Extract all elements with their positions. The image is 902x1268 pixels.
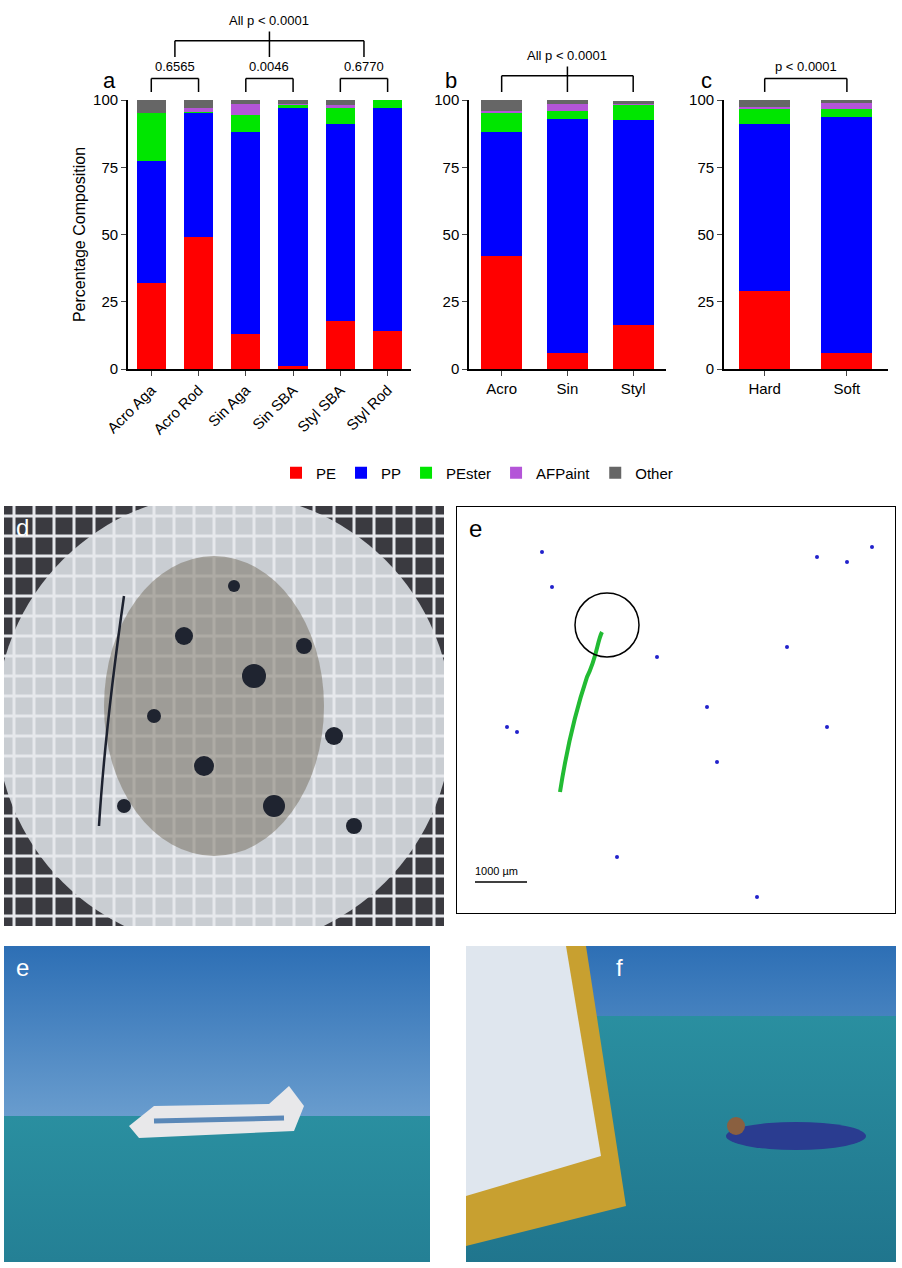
svg-text:0.6770: 0.6770 <box>344 59 384 74</box>
html-text:1000 µm: 1000 µm <box>475 865 518 877</box>
svg-text:Acro Rod: Acro Rod <box>150 381 206 437</box>
svg-text:Sin Aga: Sin Aga <box>205 381 254 430</box>
svg-text:c: c <box>701 68 712 93</box>
svg-text:PP: PP <box>381 465 401 482</box>
svg-text:Acro: Acro <box>486 380 517 397</box>
svg-text:25: 25 <box>101 293 118 310</box>
svg-text:50: 50 <box>697 226 714 243</box>
svg-text:All p < 0.0001: All p < 0.0001 <box>229 13 309 28</box>
html-text:e: e <box>16 954 30 981</box>
svg-text:p < 0.0001: p < 0.0001 <box>775 59 837 74</box>
svg-text:Hard: Hard <box>748 380 781 397</box>
svg-text:75: 75 <box>697 159 714 176</box>
svg-text:Sin SBA: Sin SBA <box>249 381 301 433</box>
svg-text:Styl: Styl <box>621 380 646 397</box>
svg-text:PE: PE <box>316 465 336 482</box>
svg-text:75: 75 <box>443 159 460 176</box>
svg-text:All p < 0.0001: All p < 0.0001 <box>527 48 607 63</box>
svg-text:0: 0 <box>706 360 714 377</box>
svg-text:Soft: Soft <box>834 380 862 397</box>
svg-text:Sin: Sin <box>557 380 579 397</box>
svg-text:25: 25 <box>697 293 714 310</box>
svg-text:AFPaint: AFPaint <box>536 465 590 482</box>
svg-text:Percentage Composition: Percentage Composition <box>71 147 88 322</box>
svg-text:b: b <box>445 68 457 93</box>
svg-text:0.0046: 0.0046 <box>249 59 289 74</box>
svg-text:100: 100 <box>434 91 459 108</box>
svg-text:Other: Other <box>635 465 673 482</box>
svg-text:Styl Rod: Styl Rod <box>343 381 395 433</box>
svg-text:Acro Aga: Acro Aga <box>104 381 160 437</box>
svg-text:75: 75 <box>101 159 118 176</box>
svg-text:50: 50 <box>101 226 118 243</box>
svg-text:50: 50 <box>443 226 460 243</box>
svg-text:PEster: PEster <box>446 465 491 482</box>
svg-text:a: a <box>103 68 116 93</box>
svg-text:Styl SBA: Styl SBA <box>294 381 348 435</box>
svg-text:100: 100 <box>689 91 714 108</box>
svg-text:25: 25 <box>443 293 460 310</box>
svg-text:100: 100 <box>93 91 118 108</box>
html-text:d: d <box>16 514 30 541</box>
svg-text:0.6565: 0.6565 <box>155 59 195 74</box>
svg-text:0: 0 <box>110 360 118 377</box>
html-text:e: e <box>469 515 483 542</box>
svg-text:0: 0 <box>451 360 459 377</box>
html-text:f: f <box>616 954 623 981</box>
